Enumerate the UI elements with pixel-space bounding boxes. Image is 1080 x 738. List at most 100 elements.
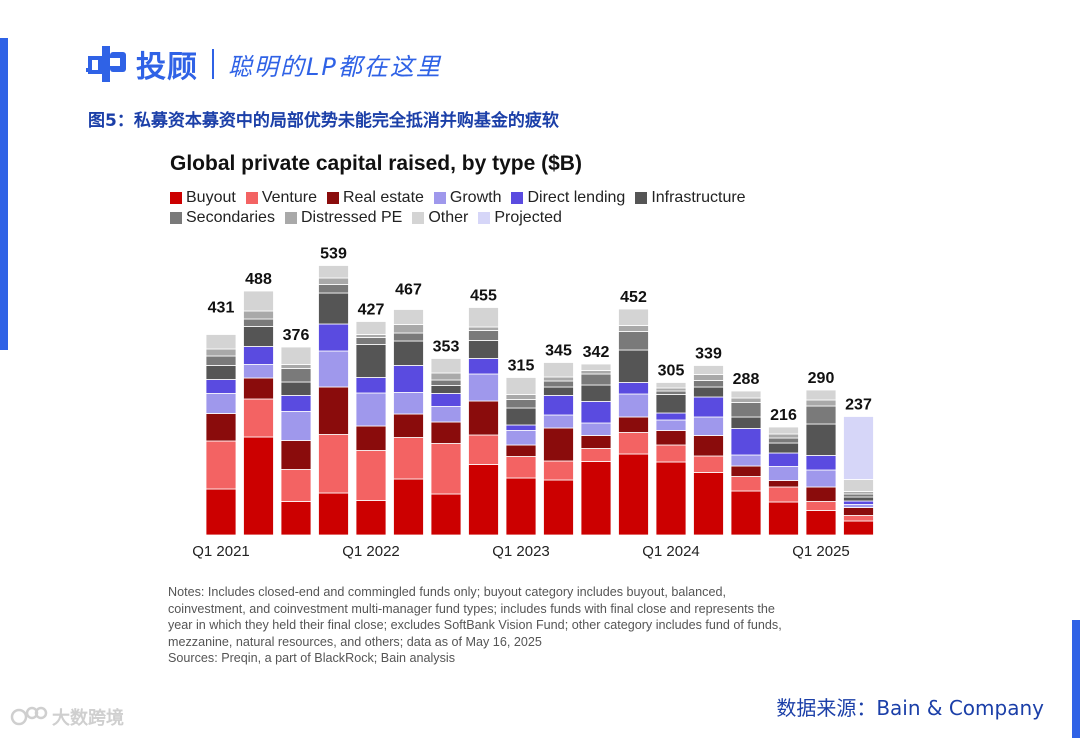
bar-segment-direct-lending	[318, 323, 349, 352]
x-tick-label: Q1 2025	[792, 543, 850, 560]
bar-segment-buyout	[393, 478, 424, 536]
bar-segment-infrastructure	[430, 385, 462, 394]
bar-segment-other	[243, 290, 274, 312]
x-tick-label: Q1 2023	[492, 543, 550, 560]
chart-card: Global private capital raised, by type (…	[166, 150, 914, 670]
bar-segment-buyout	[318, 492, 349, 536]
bar-segment-other	[655, 382, 687, 389]
bar-total-label: 237	[845, 397, 872, 414]
bar-segment-distressed-pe	[805, 399, 837, 407]
bar-segment-real-estate	[580, 435, 612, 449]
bar-total-label: 342	[583, 344, 610, 361]
bar-total-label: 288	[733, 371, 760, 388]
bar-segment-other	[430, 358, 462, 374]
bar-segment-secondaries	[768, 437, 799, 444]
bar-segment-buyout	[768, 501, 799, 536]
bar-segment-real-estate	[805, 486, 837, 502]
bar-segment-distressed-pe	[730, 397, 762, 403]
note-line: Sources: Preqin, a part of BlackRock; Ba…	[168, 651, 455, 665]
bar-segment-other	[505, 377, 537, 395]
left-accent-bar	[0, 38, 8, 350]
bar-segment-other	[205, 334, 237, 350]
bar-segment-secondaries	[805, 405, 837, 425]
bar-segment-real-estate	[280, 440, 312, 470]
bar-segment-growth	[430, 406, 462, 423]
legend-item: Distressed PE	[284, 208, 403, 228]
legend-swatch	[511, 192, 524, 204]
bar-segment-infrastructure	[393, 340, 424, 366]
chart-notes: Notes: Includes closed-end and commingle…	[168, 584, 908, 667]
bar-segment-real-estate	[243, 377, 274, 400]
legend-label: Direct lending	[527, 189, 626, 206]
bar-segment-other	[543, 362, 574, 378]
bar-segment-infrastructure	[730, 416, 762, 429]
legend-label: Growth	[449, 189, 502, 206]
bar-segment-direct-lending	[580, 401, 612, 424]
bar-segment-venture	[393, 437, 424, 480]
bar-segment-direct-lending	[543, 395, 574, 416]
brand-header: 投顾 聪明的LP都在这里	[86, 40, 442, 88]
legend-label: Distressed PE	[300, 209, 403, 226]
bar-segment-distressed-pe	[505, 394, 537, 400]
bar-total-label: 467	[395, 282, 422, 299]
bar-segment-infrastructure	[280, 381, 312, 396]
bar-segment-venture	[318, 434, 349, 494]
right-accent-bar	[1072, 620, 1080, 738]
bar-segment-buyout	[205, 488, 237, 536]
legend-swatch	[412, 212, 425, 224]
bar-segment-secondaries	[280, 368, 312, 383]
bar-segment-buyout	[505, 477, 537, 536]
bar-segment-direct-lending	[693, 396, 724, 418]
legend-swatch	[478, 212, 491, 224]
bar-segment-distressed-pe	[618, 325, 649, 332]
bar-segment-projected	[843, 416, 874, 480]
bar-segment-venture	[205, 440, 237, 490]
bar-segment-buyout	[243, 436, 274, 536]
bar-segment-real-estate	[618, 416, 649, 433]
legend-swatch	[635, 192, 648, 204]
bar-segment-distressed-pe	[393, 324, 424, 334]
bar-segment-venture	[430, 443, 462, 495]
brand-name: 投顾	[136, 50, 198, 85]
bar-segment-buyout	[618, 453, 649, 536]
bar-segment-other	[393, 309, 424, 325]
bar-segment-other	[280, 346, 312, 365]
bar-total-label: 315	[508, 358, 535, 375]
bar-segment-buyout	[543, 479, 574, 536]
legend-label: Secondaries	[186, 209, 275, 226]
bar-segment-infrastructure	[505, 407, 537, 426]
bar-segment-direct-lending	[805, 455, 837, 471]
legend-swatch	[433, 192, 446, 204]
legend-swatch	[326, 192, 339, 204]
bar-segment-secondaries	[693, 380, 724, 388]
bar-segment-secondaries	[393, 332, 424, 342]
bar-segment-growth	[543, 414, 574, 429]
bar-segment-buyout	[580, 461, 612, 536]
legend-item: Infrastructure	[635, 188, 746, 208]
bar-segment-venture	[543, 460, 574, 481]
bar-segment-other	[805, 389, 837, 401]
x-tick-label: Q1 2021	[192, 543, 250, 560]
bar-segment-growth	[355, 392, 387, 427]
bar-segment-infrastructure	[543, 386, 574, 396]
bar-segment-distressed-pe	[280, 364, 312, 369]
bar-segment-direct-lending	[430, 393, 462, 407]
bar-segment-growth	[205, 393, 237, 414]
data-source-label: 数据来源：Bain & Company	[776, 696, 1044, 720]
bar-segment-real-estate	[730, 465, 762, 477]
bar-segment-direct-lending	[393, 365, 424, 393]
legend-label: Infrastructure	[651, 189, 746, 206]
legend-label: Buyout	[186, 189, 236, 206]
bar-segment-infrastructure	[655, 394, 687, 414]
bar-segment-real-estate	[468, 400, 499, 436]
bar-segment-buyout	[693, 472, 724, 536]
bar-segment-distressed-pe	[580, 370, 612, 375]
bar-segment-direct-lending	[280, 395, 312, 412]
bar-total-label: 290	[808, 370, 835, 387]
bar-segment-growth	[280, 411, 312, 441]
bar-segment-real-estate	[505, 444, 537, 457]
bar-segment-distressed-pe	[430, 372, 462, 381]
bar-segment-secondaries	[543, 380, 574, 388]
bar-segment-buyout	[280, 501, 312, 536]
note-line: Notes: Includes closed-end and commingle…	[168, 585, 726, 599]
